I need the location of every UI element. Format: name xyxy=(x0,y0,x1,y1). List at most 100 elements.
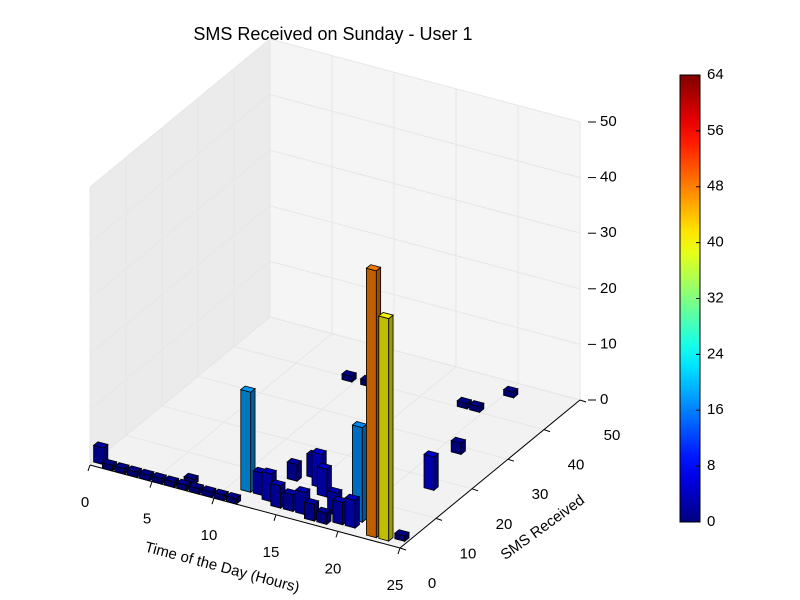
bar xyxy=(377,312,394,542)
bar-top xyxy=(393,529,410,537)
bar-top xyxy=(113,462,130,470)
y-tick-label: 20 xyxy=(496,516,513,533)
bar xyxy=(239,385,256,494)
bar xyxy=(200,485,217,499)
bar-side xyxy=(388,314,394,542)
bar-top xyxy=(316,462,333,470)
bar-front xyxy=(378,315,390,542)
bar xyxy=(213,488,230,502)
z-tick-label: 30 xyxy=(600,224,617,241)
bar-top xyxy=(239,385,256,393)
colorbar-tick-label: 32 xyxy=(707,289,724,306)
z-tick-label: 50 xyxy=(600,113,617,130)
bar-top xyxy=(315,506,332,514)
bar-top xyxy=(303,497,320,505)
grid-line xyxy=(269,94,581,179)
bar-front xyxy=(93,444,104,466)
colorbar-tick-label: 56 xyxy=(707,122,724,139)
grid-line xyxy=(89,205,271,355)
bar xyxy=(138,468,155,482)
bar-side xyxy=(361,423,368,524)
grid-line xyxy=(89,261,271,410)
bar-top xyxy=(183,472,200,480)
bar-front xyxy=(344,497,356,529)
bar xyxy=(344,493,361,529)
bar-top xyxy=(326,486,343,494)
grid-line xyxy=(89,94,271,243)
bar-front xyxy=(303,501,315,522)
bar-top xyxy=(188,482,205,490)
bar-top xyxy=(456,396,473,404)
bar-front xyxy=(365,267,377,539)
bar-top xyxy=(294,485,311,494)
tick-mark xyxy=(211,498,215,505)
bar-side xyxy=(354,495,360,529)
grid-line xyxy=(269,149,581,234)
tick-mark xyxy=(149,481,153,488)
bar xyxy=(225,491,242,506)
y-tick-label: 0 xyxy=(428,575,436,592)
tick-mark xyxy=(87,464,91,472)
bar-top xyxy=(163,475,180,483)
colorbar-tick-label: 40 xyxy=(707,234,724,251)
bar-top xyxy=(138,468,155,476)
colorbar-tick-label: 24 xyxy=(707,345,724,362)
x-tick-label: 5 xyxy=(143,511,151,528)
bar xyxy=(393,529,410,543)
colorbar-tick-label: 64 xyxy=(707,66,724,83)
bar xyxy=(316,462,333,498)
bar-top xyxy=(101,458,118,466)
grid-line xyxy=(89,149,271,299)
bar-front xyxy=(240,389,252,493)
bar-top xyxy=(213,488,230,496)
tick-mark xyxy=(579,399,587,403)
bar-front xyxy=(423,453,435,491)
bar-top xyxy=(200,485,217,493)
bar-top xyxy=(450,436,467,444)
colorbar-tick-label: 16 xyxy=(707,401,724,418)
bar-top xyxy=(261,467,278,475)
x-tick-label: 0 xyxy=(81,494,89,511)
x-tick-label: 20 xyxy=(325,560,342,577)
tick-mark xyxy=(471,488,479,492)
grid-line xyxy=(89,316,271,466)
bar-top xyxy=(365,264,382,272)
bar-front xyxy=(270,482,282,509)
bar-top xyxy=(502,385,519,393)
axis-line xyxy=(399,399,581,549)
bar-top xyxy=(92,441,109,449)
bar-front xyxy=(282,491,294,513)
y-tick-label: 40 xyxy=(568,457,585,474)
bar xyxy=(175,478,192,492)
tick-mark xyxy=(335,531,339,538)
bar-front xyxy=(332,499,344,526)
grid-line xyxy=(269,260,581,345)
bar-front xyxy=(316,466,328,498)
bar-top xyxy=(341,369,358,377)
chart-title: SMS Received on Sunday - User 1 xyxy=(193,24,472,44)
tick-mark xyxy=(273,514,277,521)
bar xyxy=(423,450,440,492)
bar-top xyxy=(269,479,286,487)
tick-mark xyxy=(399,547,407,551)
bar xyxy=(286,457,303,483)
y-tick-label: 50 xyxy=(604,427,621,444)
grid-line xyxy=(269,205,581,290)
z-tick-label: 20 xyxy=(600,280,617,297)
bar xyxy=(269,479,286,510)
y-tick-label: 10 xyxy=(460,545,477,562)
bar xyxy=(188,482,205,496)
bar-top xyxy=(151,472,168,480)
bar xyxy=(468,400,485,414)
bar-top xyxy=(126,465,143,473)
grid-line xyxy=(269,316,581,401)
z-tick-label: 40 xyxy=(600,169,617,186)
bar-top xyxy=(423,450,440,458)
z-tick-label: 0 xyxy=(600,391,608,408)
tick-mark xyxy=(435,517,443,521)
grid-line xyxy=(161,405,473,490)
bar-top xyxy=(286,457,303,465)
x-tick-label: 10 xyxy=(201,527,218,544)
y-tick-label: 30 xyxy=(532,486,549,503)
bar-top xyxy=(377,312,394,320)
